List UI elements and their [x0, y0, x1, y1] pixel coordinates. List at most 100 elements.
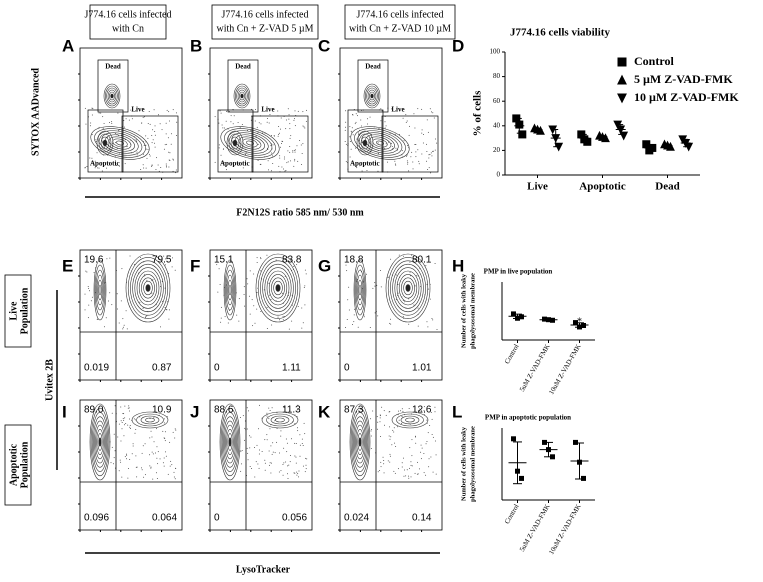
event-dot	[294, 423, 296, 425]
event-dot	[172, 257, 174, 259]
gate-apoptotic	[217, 109, 254, 173]
contour	[220, 407, 240, 477]
event-dot	[139, 301, 141, 303]
contour	[233, 83, 251, 109]
event-dot	[401, 466, 403, 468]
quadrant-value: 0.87	[152, 363, 172, 374]
chart-title: PMP in live population	[484, 268, 553, 276]
event-dot	[287, 473, 289, 475]
event-dot	[388, 276, 390, 278]
event-dot	[175, 134, 177, 136]
event-dot	[222, 127, 224, 129]
event-dot	[132, 443, 134, 445]
event-dot	[383, 410, 385, 412]
event-dot	[274, 420, 276, 422]
event-dot	[226, 110, 228, 112]
y-tick-label: 20	[493, 146, 501, 154]
event-dot	[297, 110, 299, 112]
event-dot	[303, 422, 305, 424]
event-dot	[288, 118, 290, 120]
event-dot	[117, 112, 119, 114]
event-dot	[252, 325, 254, 327]
event-dot	[301, 438, 303, 440]
contour	[224, 128, 276, 158]
event-dot	[220, 306, 222, 308]
event-dot	[247, 129, 249, 131]
event-dot	[402, 410, 404, 412]
event-dot	[277, 316, 279, 318]
contour	[260, 260, 296, 316]
contour	[231, 132, 269, 154]
data-point	[551, 134, 561, 143]
event-dot	[348, 309, 350, 311]
event-dot	[163, 422, 165, 424]
contour	[143, 280, 153, 296]
event-dot	[290, 135, 292, 137]
quadrant-value: 88.6	[214, 405, 234, 416]
event-dot	[304, 471, 306, 473]
event-dot	[361, 125, 363, 127]
event-dot	[121, 421, 123, 423]
quadrant-value: 83.8	[282, 255, 302, 266]
event-dot	[144, 317, 146, 319]
event-dot	[416, 473, 418, 475]
event-dot	[297, 305, 299, 307]
event-dot	[237, 163, 239, 165]
event-dot	[294, 110, 296, 112]
event-dot	[347, 299, 349, 301]
gate-label: Dead	[235, 63, 251, 71]
event-dot	[220, 112, 222, 114]
event-dot	[237, 164, 239, 166]
data-point	[642, 140, 651, 149]
event-dot	[405, 121, 407, 123]
event-dot	[296, 427, 298, 429]
contour	[96, 274, 104, 306]
event-dot	[420, 444, 422, 446]
event-dot	[420, 286, 422, 288]
event-dot	[152, 129, 154, 131]
y-tick-label: 100	[490, 48, 501, 56]
event-dot	[404, 469, 406, 471]
event-dot	[407, 162, 409, 164]
event-dot	[425, 256, 427, 258]
contour	[101, 132, 139, 154]
event-dot	[379, 414, 381, 416]
event-dot	[380, 120, 382, 122]
event-dot	[345, 126, 347, 128]
event-dot	[129, 459, 131, 461]
event-dot	[383, 460, 385, 462]
contour	[136, 270, 160, 306]
header-box	[89, 4, 167, 40]
data-point	[573, 320, 578, 326]
event-dot	[86, 166, 88, 168]
contour	[225, 269, 235, 311]
event-dot	[426, 441, 428, 443]
event-dot	[163, 457, 165, 459]
event-dot	[88, 287, 90, 289]
event-dot	[278, 319, 280, 321]
event-dot	[390, 142, 392, 144]
event-dot	[116, 308, 118, 310]
event-dot	[174, 437, 176, 439]
event-dot	[124, 417, 126, 419]
event-dot	[114, 405, 116, 407]
event-dot	[277, 110, 279, 112]
event-dot	[239, 417, 241, 419]
event-dot	[139, 257, 141, 259]
event-dot	[240, 470, 242, 472]
event-dot	[424, 411, 426, 413]
event-dot	[271, 134, 273, 136]
event-dot	[398, 419, 400, 421]
event-dot	[289, 145, 291, 147]
event-dot	[429, 298, 431, 300]
event-dot	[271, 152, 272, 154]
event-dot	[159, 286, 161, 288]
event-dot	[302, 465, 304, 467]
event-dot	[401, 150, 403, 152]
event-dot	[258, 428, 260, 430]
event-dot	[376, 416, 378, 418]
contour	[355, 424, 365, 460]
event-dot	[344, 140, 346, 142]
event-dot	[126, 328, 128, 330]
data-point	[619, 131, 629, 141]
